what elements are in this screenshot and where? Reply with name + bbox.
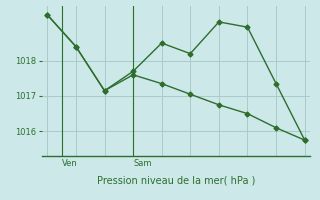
Text: Sam: Sam bbox=[133, 159, 152, 168]
Text: Ven: Ven bbox=[62, 159, 77, 168]
X-axis label: Pression niveau de la mer( hPa ): Pression niveau de la mer( hPa ) bbox=[97, 175, 255, 185]
